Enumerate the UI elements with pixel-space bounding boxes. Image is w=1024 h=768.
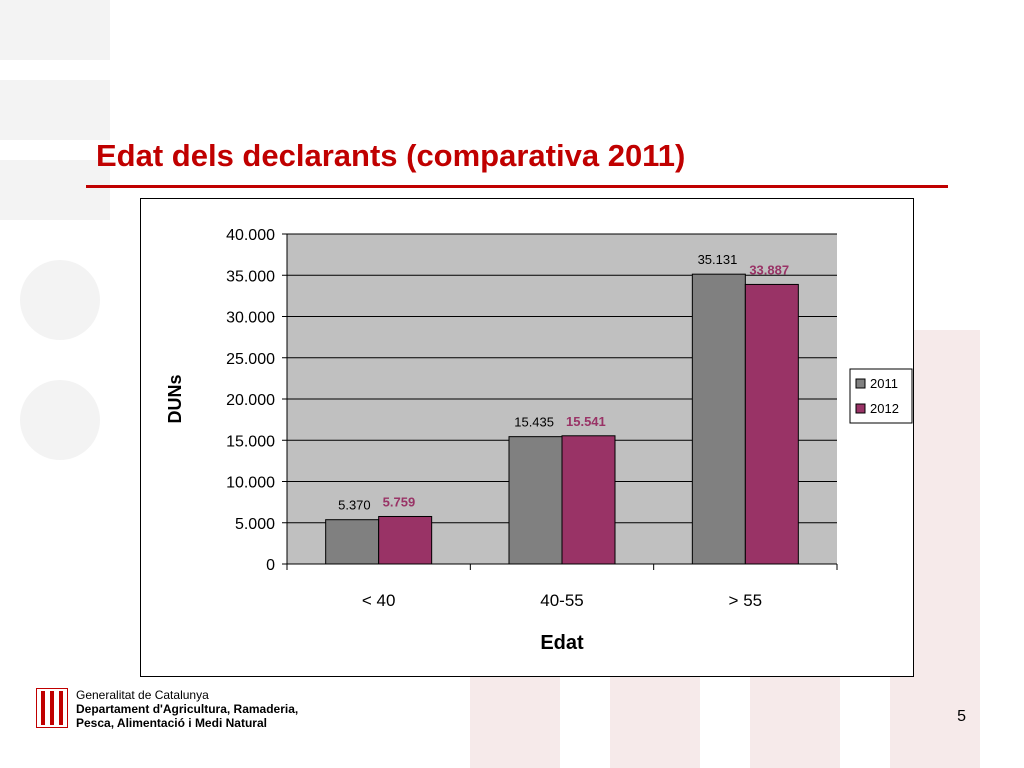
- footer-org-name: Generalitat de Catalunya: [76, 688, 209, 702]
- x-tick-label: 40-55: [540, 591, 583, 610]
- data-label-2012: 33.887: [749, 262, 789, 277]
- bar-2011: [325, 519, 380, 565]
- y-tick-label: 10.000: [226, 475, 275, 492]
- legend-swatch-2012: [855, 403, 866, 414]
- footer-dept-line1: Departament d'Agricultura, Ramaderia,: [76, 702, 299, 716]
- footer-dept-line2: Pesca, Alimentació i Medi Natural: [76, 716, 267, 730]
- legend-label-2012: 2012: [870, 401, 899, 416]
- data-label-2012: 5.759: [383, 494, 416, 509]
- y-tick-label: 40.000: [226, 227, 275, 244]
- legend-swatch-2011: [855, 378, 866, 389]
- bar-2012: [744, 283, 799, 565]
- y-tick-label: 5.000: [235, 516, 275, 533]
- data-label-2011: 5.370: [338, 498, 371, 513]
- bar-2011: [508, 436, 563, 565]
- y-tick-label: 20.000: [226, 392, 275, 409]
- data-label-2011: 35.131: [698, 252, 738, 267]
- legend-box: [849, 368, 913, 424]
- slide-title: Edat dels declarants (comparativa 2011): [96, 138, 686, 173]
- legend-label-2011: 2011: [870, 376, 898, 391]
- page-number: 5: [957, 708, 966, 725]
- y-tick-label: 35.000: [226, 268, 275, 285]
- bar-2012: [378, 515, 433, 565]
- bar-chart: 0 5.000 10.000 15.000 20.000 25.000 30.000 35.0…: [165, 227, 913, 654]
- title-rule: [86, 185, 948, 188]
- x-tick-label: > 55: [729, 591, 763, 610]
- generalitat-logo-icon: [36, 688, 68, 728]
- y-tick-label: 25.000: [226, 351, 275, 368]
- y-tick-label: 15.000: [226, 433, 275, 450]
- bar-2012: [561, 435, 616, 565]
- y-tick-label: 0: [266, 557, 275, 574]
- chart-frame: 0 5.000 10.000 15.000 20.000 25.000 30.000 35.0…: [140, 198, 914, 677]
- data-label-2012: 15.541: [566, 414, 606, 429]
- footer-organization: Generalitat de Catalunya Departament d'A…: [76, 688, 298, 730]
- bar-2011: [691, 273, 746, 565]
- y-tick-label: 30.000: [226, 310, 275, 327]
- x-tick-label: < 40: [362, 591, 396, 610]
- y-axis-title: DUNs: [165, 374, 185, 423]
- data-label-2011: 15.435: [514, 415, 554, 430]
- x-axis-title: Edat: [540, 632, 584, 654]
